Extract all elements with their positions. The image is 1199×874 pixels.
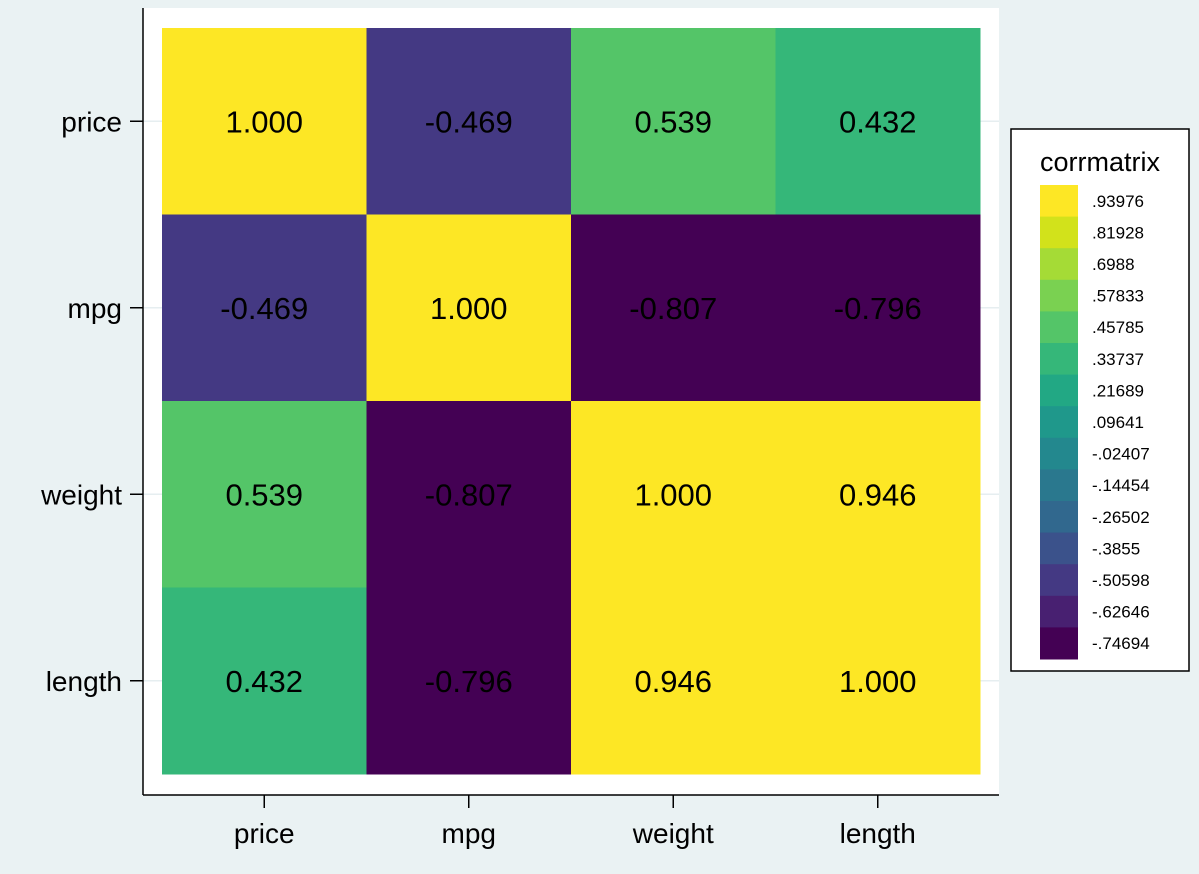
legend-swatch (1040, 248, 1078, 281)
heatmap-cell (366, 28, 572, 215)
legend-entry-label: .93976 (1092, 192, 1144, 211)
heatmap-cell (366, 401, 572, 588)
cell-value-label: 0.946 (839, 477, 917, 512)
legend-entry-label: -.62646 (1092, 603, 1150, 622)
heatmap-cell (162, 587, 367, 775)
legend-entry-label: .21689 (1092, 381, 1144, 400)
heatmap-cell (162, 28, 367, 215)
heatmap-cell (775, 214, 981, 402)
legend-swatch (1040, 532, 1078, 565)
heatmap-cell (571, 214, 776, 402)
y-tick-label: weight (40, 479, 122, 510)
legend-swatch (1040, 627, 1078, 660)
heatmap-cell (366, 587, 572, 775)
cell-labels: 1.000 -0.469 0.539 0.432 -0.469 1.000 -0.807 -0… (220, 104, 921, 699)
legend-swatch (1040, 374, 1078, 407)
heatmap-cells (162, 28, 981, 775)
legend-swatch (1040, 279, 1078, 312)
cell-value-label: 0.539 (634, 104, 712, 139)
x-tick-label: length (840, 818, 916, 849)
legend-entry-label: .33737 (1092, 350, 1144, 369)
heatmap-cell (775, 587, 981, 775)
x-tick-label: mpg (442, 818, 496, 849)
legend-swatch (1040, 469, 1078, 502)
cell-value-label: 1.000 (225, 104, 303, 139)
legend-swatch (1040, 437, 1078, 470)
cell-value-label: -0.796 (425, 664, 513, 699)
legend-entry-label: .45785 (1092, 318, 1144, 337)
legend-entry-label: .57833 (1092, 287, 1144, 306)
heatmap-cell (775, 28, 981, 215)
legend-swatch (1040, 343, 1078, 376)
y-tick-label: length (46, 666, 122, 697)
legend-swatch (1040, 501, 1078, 534)
cell-value-label: -0.807 (629, 291, 717, 326)
x-tick-label: weight (632, 818, 714, 849)
cell-value-label: 1.000 (634, 477, 712, 512)
legend-swatch (1040, 185, 1078, 218)
legend: corrmatrix .93976 .81928 .6988 .57833 .45785… (1010, 128, 1190, 672)
legend-entry-label: -.3855 (1092, 539, 1140, 558)
heatmap-cell (571, 28, 776, 215)
cell-value-label: 0.539 (225, 477, 303, 512)
legend-entry-label: -.74694 (1092, 634, 1150, 653)
legend-entry-label: -.50598 (1092, 571, 1150, 590)
heatmap-cell (366, 214, 572, 402)
heatmap-cell (162, 401, 367, 588)
heatmap-cell (571, 401, 776, 588)
heatmap-cell (571, 587, 776, 775)
x-tick-label: price (234, 818, 295, 849)
x-axis-ticks: price mpg weight length (234, 795, 916, 849)
cell-value-label: -0.469 (425, 104, 513, 139)
legend-entry-label: -.14454 (1092, 476, 1150, 495)
cell-value-label: 1.000 (430, 291, 508, 326)
legend-entry-label: -.26502 (1092, 508, 1150, 527)
cell-value-label: 1.000 (839, 664, 917, 699)
cell-value-label: -0.807 (425, 477, 513, 512)
heatmap-cell (162, 214, 367, 402)
y-tick-label: mpg (68, 293, 122, 324)
cell-value-label: 0.432 (225, 664, 303, 699)
legend-title: corrmatrix (1040, 147, 1160, 177)
legend-items: .93976 .81928 .6988 .57833 .45785 .33737 .2168… (1040, 185, 1150, 660)
legend-entry-label: .81928 (1092, 223, 1144, 242)
cell-value-label: 0.432 (839, 104, 917, 139)
y-tick-label: price (61, 106, 122, 137)
legend-entry-label: -.02407 (1092, 445, 1150, 464)
y-axis-ticks: price mpg weight length (40, 106, 143, 697)
legend-entry-label: .6988 (1092, 255, 1135, 274)
cell-value-label: 0.946 (634, 664, 712, 699)
legend-swatch (1040, 595, 1078, 628)
legend-swatch (1040, 564, 1078, 597)
legend-swatch (1040, 406, 1078, 439)
legend-swatch (1040, 216, 1078, 249)
legend-swatch (1040, 311, 1078, 344)
cell-value-label: -0.469 (220, 291, 308, 326)
heatmap-cell (775, 401, 981, 588)
legend-entry-label: .09641 (1092, 413, 1144, 432)
cell-value-label: -0.796 (834, 291, 922, 326)
